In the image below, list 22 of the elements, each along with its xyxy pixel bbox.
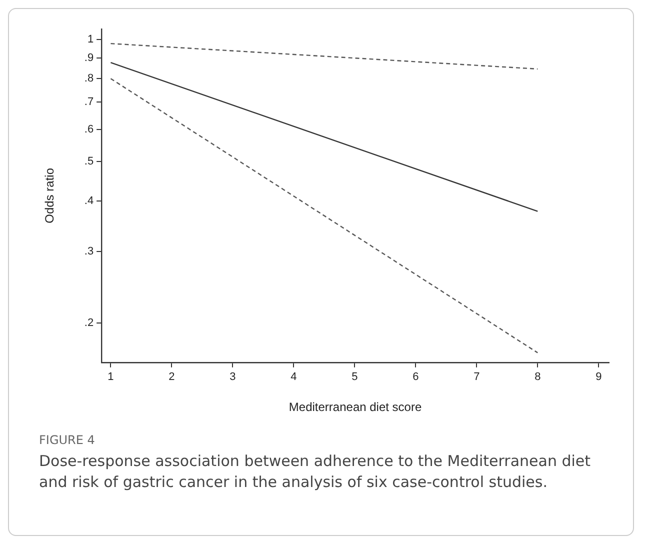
y-tick-label: 1: [87, 33, 94, 46]
y-tick-label: .3: [84, 246, 94, 258]
y-axis-title: Odds ratio: [42, 168, 57, 224]
y-tick-label: .7: [84, 96, 94, 108]
y-tick-label: .9: [84, 52, 94, 64]
x-tick-label: 5: [352, 371, 358, 384]
x-tick-label: 2: [168, 371, 175, 384]
x-tick-label: 4: [290, 371, 297, 384]
x-tick-label: 3: [230, 371, 236, 384]
y-tick-label: .5: [84, 156, 94, 168]
x-tick-label: 1: [108, 371, 114, 384]
caption: FIGURE 4: [39, 433, 96, 447]
y-tick-label: .2: [84, 317, 94, 330]
x-tick-label: 9: [596, 371, 602, 384]
x-tick-label: 8: [534, 371, 541, 384]
y-tick-label: .6: [84, 123, 94, 136]
x-axis-title: Mediterranean diet score: [288, 400, 422, 414]
y-tick-label: .8: [84, 72, 94, 85]
x-tick-label: 6: [412, 371, 419, 384]
y-tick-label: .4: [84, 194, 94, 207]
text: Dose-response association between adherence to the Mediterranean diet and risk of gastric cancer in the analysis of six case-control studies.: [39, 451, 592, 493]
x-tick-label: 7: [474, 371, 480, 384]
